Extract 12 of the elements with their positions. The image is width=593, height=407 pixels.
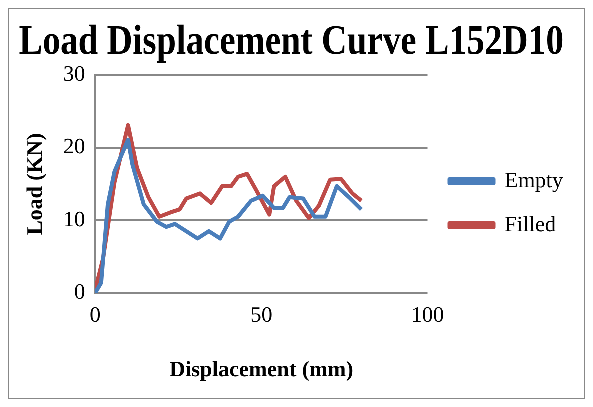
x-tick-label: 50 <box>250 302 273 328</box>
y-tick-label: 0 <box>74 278 86 304</box>
x-tick-label: 100 <box>411 302 444 328</box>
chart-title: Load Displacement Curve L152D10 <box>19 17 564 64</box>
y-axis-title: Load (KN) <box>22 133 47 236</box>
x-tick-label: 0 <box>90 302 101 328</box>
y-tick-label: 20 <box>63 134 86 159</box>
legend-label: Filled <box>504 211 556 236</box>
x-axis-title: Displacement (mm) <box>170 356 354 382</box>
y-tick-label: 30 <box>63 61 86 86</box>
y-tick-label: 10 <box>63 206 86 232</box>
legend-label: Empty <box>504 167 564 192</box>
